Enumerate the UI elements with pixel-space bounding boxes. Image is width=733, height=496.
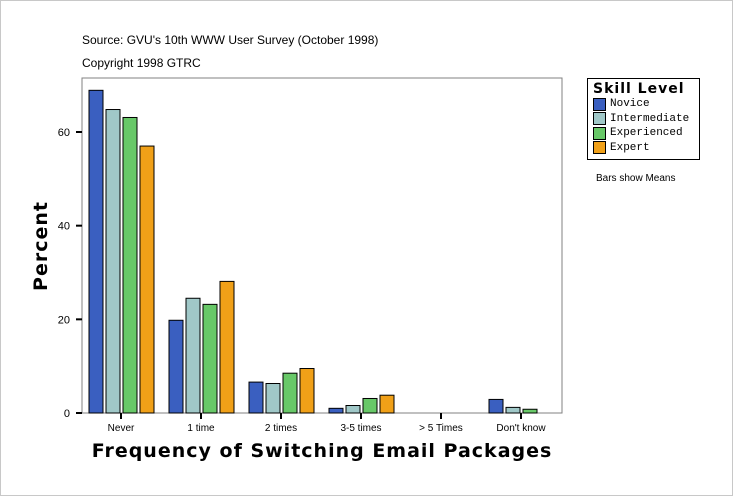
- y-tick-label: 20: [58, 314, 70, 326]
- copyright-text: Copyright 1998 GTRC: [82, 56, 201, 70]
- x-tick-label: > 5 Times: [419, 423, 463, 434]
- bar-experienced: [522, 408, 538, 414]
- x-tick-label: Don't know: [496, 423, 546, 434]
- bar-expert: [139, 145, 155, 414]
- bar-novice: [328, 407, 344, 414]
- bar-intermediate: [265, 382, 281, 414]
- bar-expert: [379, 394, 395, 414]
- x-axis-label: Frequency of Switching Email Packages: [92, 440, 553, 462]
- bar-expert: [299, 368, 315, 414]
- y-tick-label: 60: [58, 127, 70, 139]
- bar-novice: [168, 319, 184, 414]
- bar-experienced: [122, 116, 138, 414]
- legend-label: Experienced: [610, 127, 683, 140]
- bar-intermediate: [185, 297, 201, 414]
- x-tick-label: 1 time: [187, 423, 215, 434]
- bars-note: Bars show Means: [596, 173, 676, 184]
- x-tick-label: Never: [108, 423, 135, 434]
- bar-intermediate: [105, 109, 121, 414]
- legend-item: Experienced: [593, 126, 699, 141]
- legend-title: Skill Level: [593, 81, 685, 97]
- y-tick-label: 0: [64, 408, 70, 420]
- bar-expert: [219, 280, 235, 414]
- bar-novice: [488, 398, 504, 414]
- plot-area: [81, 77, 563, 414]
- bar-novice: [248, 381, 264, 414]
- y-tick-label: 40: [58, 221, 70, 233]
- x-tick-label: 2 times: [265, 423, 297, 434]
- x-tick-label: 3-5 times: [340, 423, 381, 434]
- legend-swatch: [593, 97, 606, 111]
- legend-swatch: [593, 141, 606, 155]
- bar-intermediate: [505, 406, 521, 414]
- legend-label: Novice: [610, 98, 650, 111]
- bar-experienced: [362, 397, 378, 414]
- legend-label: Intermediate: [610, 112, 690, 125]
- legend: Skill Level Novice Intermediate Experience…: [587, 78, 700, 160]
- bar-intermediate: [345, 405, 361, 414]
- legend-item: Expert: [593, 141, 699, 156]
- source-text: Source: GVU's 10th WWW User Survey (Octo…: [82, 33, 379, 47]
- legend-label: Expert: [610, 141, 650, 154]
- bar-experienced: [202, 303, 218, 414]
- legend-item: Intermediate: [593, 112, 699, 127]
- legend-swatch: [593, 126, 606, 140]
- legend-swatch: [593, 112, 606, 126]
- y-axis-label: Percent: [30, 201, 52, 291]
- legend-item: Novice: [593, 97, 699, 112]
- bar-experienced: [282, 372, 298, 414]
- bar-novice: [88, 89, 104, 414]
